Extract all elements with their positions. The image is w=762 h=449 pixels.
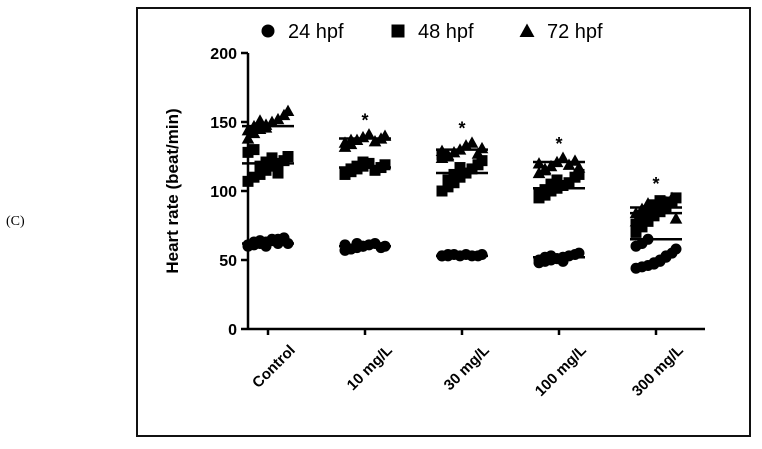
y-axis-label: Heart rate (beat/min) [163,108,182,273]
circle-point [557,255,569,267]
chart-frame [136,7,751,437]
triangle-point [572,161,586,173]
square-point [260,156,272,168]
square-point [272,167,284,179]
y-tick-label: 0 [228,322,237,339]
square-point [557,179,569,191]
square-point [442,181,454,193]
square-point [448,168,460,180]
triangle-point [544,159,558,172]
triangle-point [665,191,679,203]
square-point [630,226,642,238]
square-point [254,168,266,180]
square-point [266,152,278,164]
triangle-point [562,158,576,170]
square-point [533,188,545,200]
square-point [363,157,375,169]
legend-entry: 72 hpf [547,21,603,43]
square-point [642,215,654,227]
legend-entry: 24 hpf [288,21,344,43]
triangle-point [641,197,655,209]
x-category-label: 10 mg/L [344,342,396,394]
triangle-point [241,123,255,136]
legend-entry: 48 hpf [418,21,474,43]
legend-triangle-icon [519,23,535,37]
circle-point [670,243,682,255]
square-point [260,164,272,176]
square-point [454,171,466,183]
square-point [670,192,682,204]
significance-star: * [555,134,562,154]
y-tick-label: 150 [210,115,237,132]
significance-star: * [652,174,659,194]
square-point [454,162,466,174]
square-point [466,163,478,175]
square-point [339,167,351,179]
square-point [448,177,460,189]
square-point [654,206,666,218]
square-point [563,177,575,189]
significance-star: * [458,119,465,139]
x-category-label: 30 mg/L [441,342,493,394]
triangle-point [669,212,683,224]
square-point [442,174,454,186]
legend-circle-icon [261,24,275,38]
triangle-point [465,136,479,148]
square-point [539,189,551,201]
square-point [436,185,448,197]
y-tick-label: 50 [219,253,237,270]
y-tick-label: 100 [210,184,237,201]
triangle-point [281,104,295,117]
square-point [539,184,551,196]
y-tick-label: 200 [210,46,237,63]
square-point [476,155,488,167]
square-point [248,171,260,183]
legend-square-icon [391,24,405,38]
square-point [351,160,363,172]
square-point [266,160,278,172]
square-point [282,151,294,162]
significance-star: * [361,110,368,130]
square-point [545,178,557,190]
x-category-label: 300 mg/L [629,342,687,400]
square-point [636,221,648,233]
triangle-point [659,195,673,208]
square-point [573,168,585,180]
triangle-point [629,206,643,219]
square-point [248,144,260,156]
square-point [345,163,357,175]
square-point [369,164,381,176]
square-point [242,175,254,187]
square-point [357,156,369,168]
circle-point [476,248,488,260]
x-category-label: 100 mg/L [532,342,590,400]
square-point [379,159,391,171]
circle-point [660,250,672,262]
square-point [254,160,266,172]
panel-label: (C) [6,214,25,229]
square-point [545,185,557,197]
triangle-point [441,150,455,162]
circle-point [573,247,585,259]
triangle-point [538,163,552,176]
triangle-point [253,114,267,126]
square-point [242,146,254,158]
triangle-point [556,151,570,163]
square-point [551,174,563,186]
triangle-point [362,128,376,140]
circle-point [442,248,454,260]
x-category-label: Control [249,342,299,392]
triangle-point [271,112,285,125]
square-point [648,210,660,222]
